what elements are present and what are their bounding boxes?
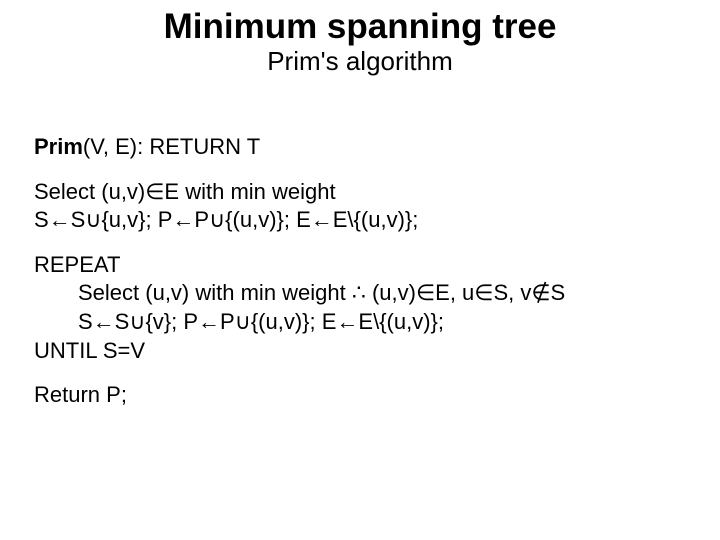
return-line: Return P; bbox=[34, 381, 700, 410]
slide-subtitle: Prim's algorithm bbox=[0, 47, 720, 76]
initial-update-line: S←S∪{u,v}; P←P∪{(u,v)}; E←E\{(u,v)}; bbox=[34, 206, 700, 235]
slide-container: Minimum spanning tree Prim's algorithm P… bbox=[0, 0, 720, 540]
repeat-header: REPEAT bbox=[34, 251, 700, 280]
repeat-select-line: Select (u,v) with min weight ∴ (u,v)∈E, … bbox=[78, 279, 700, 308]
function-name: Prim bbox=[34, 134, 83, 159]
function-signature: Prim(V, E): RETURN T bbox=[34, 133, 700, 162]
repeat-update-line: S←S∪{v}; P←P∪{(u,v)}; E←E\{(u,v)}; bbox=[78, 308, 700, 337]
slide-title: Minimum spanning tree bbox=[0, 8, 720, 47]
repeat-block: REPEAT Select (u,v) with min weight ∴ (u… bbox=[34, 251, 700, 365]
function-params: (V, E): RETURN T bbox=[83, 134, 260, 159]
algorithm-body: Prim(V, E): RETURN T Select (u,v)∈E with… bbox=[0, 133, 720, 410]
until-line: UNTIL S=V bbox=[34, 337, 700, 366]
initial-select-line: Select (u,v)∈E with min weight bbox=[34, 178, 700, 207]
title-block: Minimum spanning tree Prim's algorithm bbox=[0, 8, 720, 75]
initial-step: Select (u,v)∈E with min weight S←S∪{u,v}… bbox=[34, 178, 700, 235]
